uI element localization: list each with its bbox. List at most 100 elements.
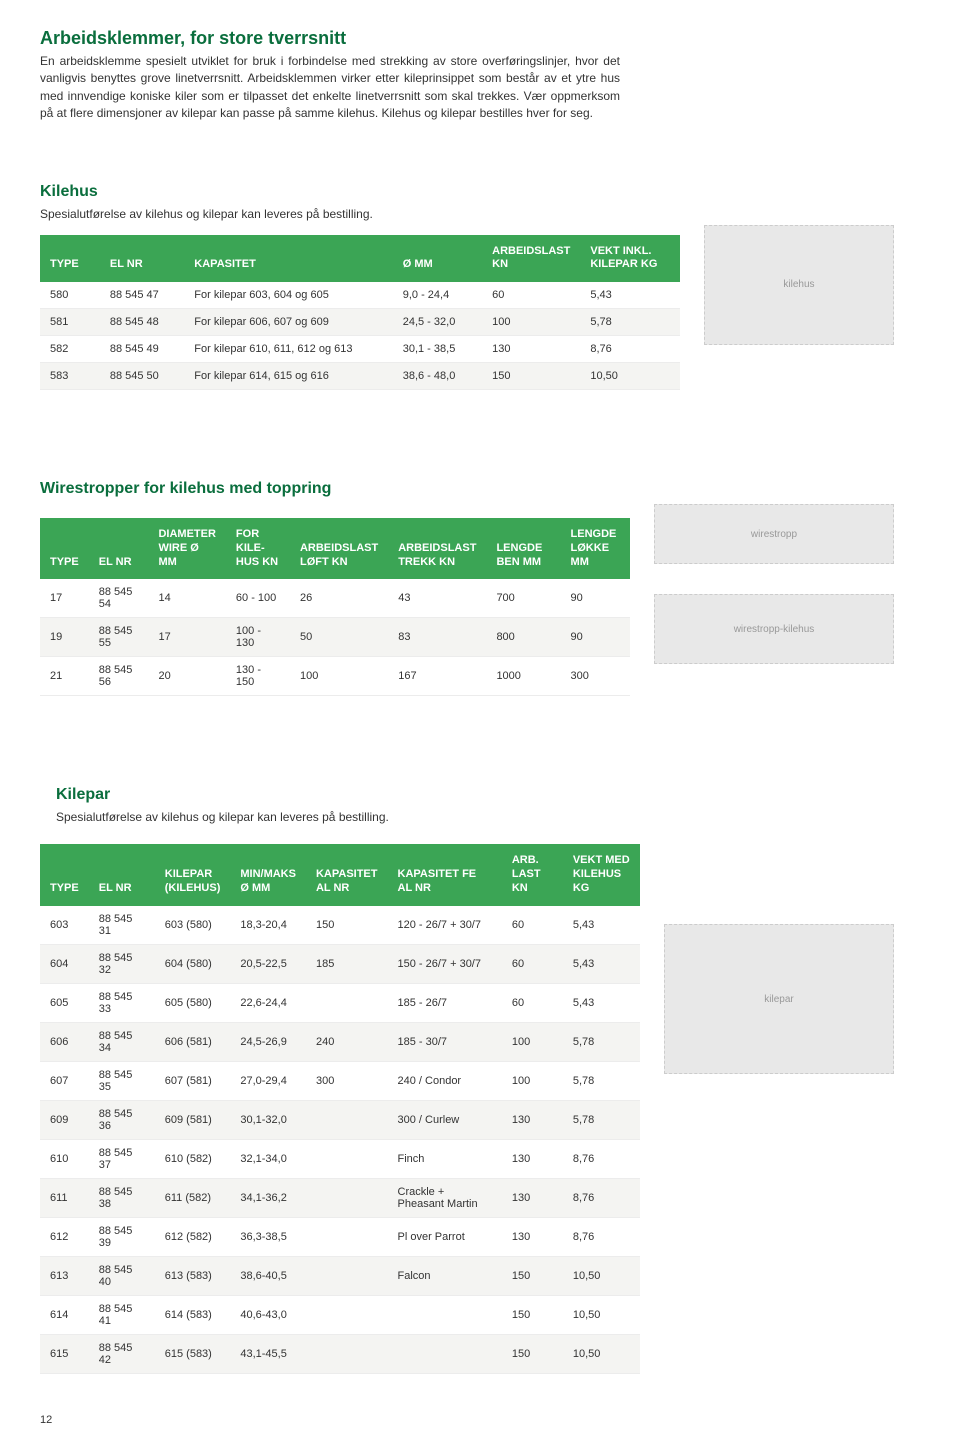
table-cell: 120 - 26/7 + 30/7 <box>388 906 502 945</box>
table-cell: 100 - 130 <box>226 618 290 657</box>
table-row: 58088 545 47For kilepar 603, 604 og 6059… <box>40 282 680 309</box>
th: TYPE <box>40 235 100 283</box>
table-cell: 43 <box>388 579 486 618</box>
table-cell: 14 <box>148 579 225 618</box>
table-cell <box>306 1178 388 1217</box>
table-cell: 240 / Condor <box>388 1061 502 1100</box>
kilehus-subtitle: Spesialutførelse av kilehus og kilepar k… <box>40 207 920 221</box>
th: KAPASITET <box>184 235 392 283</box>
table-cell: 20 <box>148 657 225 696</box>
table-cell <box>306 983 388 1022</box>
table-cell: 88 545 39 <box>89 1217 155 1256</box>
table-cell: 88 545 50 <box>100 363 184 390</box>
table-cell: 300 <box>561 657 630 696</box>
table-cell: 300 / Curlew <box>388 1100 502 1139</box>
th: ARBEIDSLAST TREKK KN <box>388 518 486 579</box>
th: TYPE <box>40 518 89 579</box>
table-cell: 130 <box>502 1139 563 1178</box>
table-cell: 613 (583) <box>155 1256 231 1295</box>
th: EL NR <box>89 518 149 579</box>
th: LENGDE LØKKE MM <box>561 518 630 579</box>
table-cell: 240 <box>306 1022 388 1061</box>
kilepar-image: kilepar <box>664 924 894 1074</box>
table-cell: 580 <box>40 282 100 309</box>
table-cell: 60 <box>502 983 563 1022</box>
intro-paragraph: En arbeidsklemme spesielt utviklet for b… <box>40 53 620 123</box>
table-cell: 90 <box>561 579 630 618</box>
table-cell: 185 - 30/7 <box>388 1022 502 1061</box>
table-cell: 612 <box>40 1217 89 1256</box>
table-cell: 606 (581) <box>155 1022 231 1061</box>
table-cell: 5,78 <box>563 1100 640 1139</box>
table-cell: 130 <box>482 336 580 363</box>
table-row: 58388 545 50For kilepar 614, 615 og 6163… <box>40 363 680 390</box>
table-cell: 185 - 26/7 <box>388 983 502 1022</box>
table-cell: 610 <box>40 1139 89 1178</box>
table-cell: 88 545 55 <box>89 618 149 657</box>
table-cell: 27,0-29,4 <box>230 1061 306 1100</box>
table-cell: 150 <box>502 1334 563 1373</box>
table-cell: 150 - 26/7 + 30/7 <box>388 944 502 983</box>
table-cell: 130 <box>502 1100 563 1139</box>
table-cell <box>306 1334 388 1373</box>
table-cell: 614 <box>40 1295 89 1334</box>
table-cell: 50 <box>290 618 388 657</box>
kilehus-title: Kilehus <box>40 183 920 201</box>
th: LENGDE BEN MM <box>486 518 560 579</box>
table-cell: 43,1-45,5 <box>230 1334 306 1373</box>
wirestropper-image-2: wirestropp-kilehus <box>654 594 894 664</box>
table-cell: 611 (582) <box>155 1178 231 1217</box>
kilepar-image-placeholder: kilepar <box>664 924 894 1074</box>
table-cell <box>388 1334 502 1373</box>
table-cell: For kilepar 603, 604 og 605 <box>184 282 392 309</box>
th: ARBEIDSLAST KN <box>482 235 580 283</box>
table-cell: 150 <box>502 1295 563 1334</box>
table-cell: 5,43 <box>563 983 640 1022</box>
th: FOR KILE-HUS KN <box>226 518 290 579</box>
table-cell: 100 <box>290 657 388 696</box>
table-cell: 88 545 33 <box>89 983 155 1022</box>
table-cell: 300 <box>306 1061 388 1100</box>
table-cell: 605 <box>40 983 89 1022</box>
table-cell: 5,43 <box>563 944 640 983</box>
table-cell: 583 <box>40 363 100 390</box>
table-cell <box>306 1100 388 1139</box>
table-cell: For kilepar 614, 615 og 616 <box>184 363 392 390</box>
kilepar-table: TYPE EL NR KILEPAR (KILEHUS) MIN/MAKS Ø … <box>40 844 640 1373</box>
table-cell: 20,5-22,5 <box>230 944 306 983</box>
table-cell: 700 <box>486 579 560 618</box>
table-cell: 130 <box>502 1217 563 1256</box>
table-cell: 613 <box>40 1256 89 1295</box>
table-cell: 88 545 37 <box>89 1139 155 1178</box>
table-cell: 615 (583) <box>155 1334 231 1373</box>
table-row: 2188 545 5620130 - 1501001671000300 <box>40 657 630 696</box>
table-cell: 17 <box>148 618 225 657</box>
table-row: 58288 545 49For kilepar 610, 611, 612 og… <box>40 336 680 363</box>
table-cell <box>388 1295 502 1334</box>
table-cell: 88 545 47 <box>100 282 184 309</box>
table-cell: 60 <box>482 282 580 309</box>
table-cell: 610 (582) <box>155 1139 231 1178</box>
table-cell: 30,1 - 38,5 <box>393 336 482 363</box>
table-cell: Pl over Parrot <box>388 1217 502 1256</box>
th: MIN/MAKS Ø MM <box>230 844 306 905</box>
table-cell: 150 <box>502 1256 563 1295</box>
th: KILEPAR (KILEHUS) <box>155 844 231 905</box>
table-row: 60988 545 36609 (581)30,1-32,0300 / Curl… <box>40 1100 640 1139</box>
table-row: 1988 545 5517100 - 130508380090 <box>40 618 630 657</box>
page-number: 12 <box>40 1414 920 1426</box>
table-cell: 22,6-24,4 <box>230 983 306 1022</box>
table-row: 60788 545 35607 (581)27,0-29,4300240 / C… <box>40 1061 640 1100</box>
table-cell: 88 545 40 <box>89 1256 155 1295</box>
table-cell: 10,50 <box>580 363 680 390</box>
table-cell: 1000 <box>486 657 560 696</box>
table-cell: 615 <box>40 1334 89 1373</box>
wirestropper-image-2-placeholder: wirestropp-kilehus <box>654 594 894 664</box>
wirestropper-table: TYPE EL NR DIAMETER WIRE Ø MM FOR KILE-H… <box>40 518 630 696</box>
table-row: 60488 545 32604 (580)20,5-22,5185150 - 2… <box>40 944 640 983</box>
kilehus-table: TYPE EL NR KAPASITET Ø MM ARBEIDSLAST KN… <box>40 235 680 391</box>
table-cell: 18,3-20,4 <box>230 906 306 945</box>
table-cell: 9,0 - 24,4 <box>393 282 482 309</box>
th: TYPE <box>40 844 89 905</box>
th: ARB. LAST KN <box>502 844 563 905</box>
